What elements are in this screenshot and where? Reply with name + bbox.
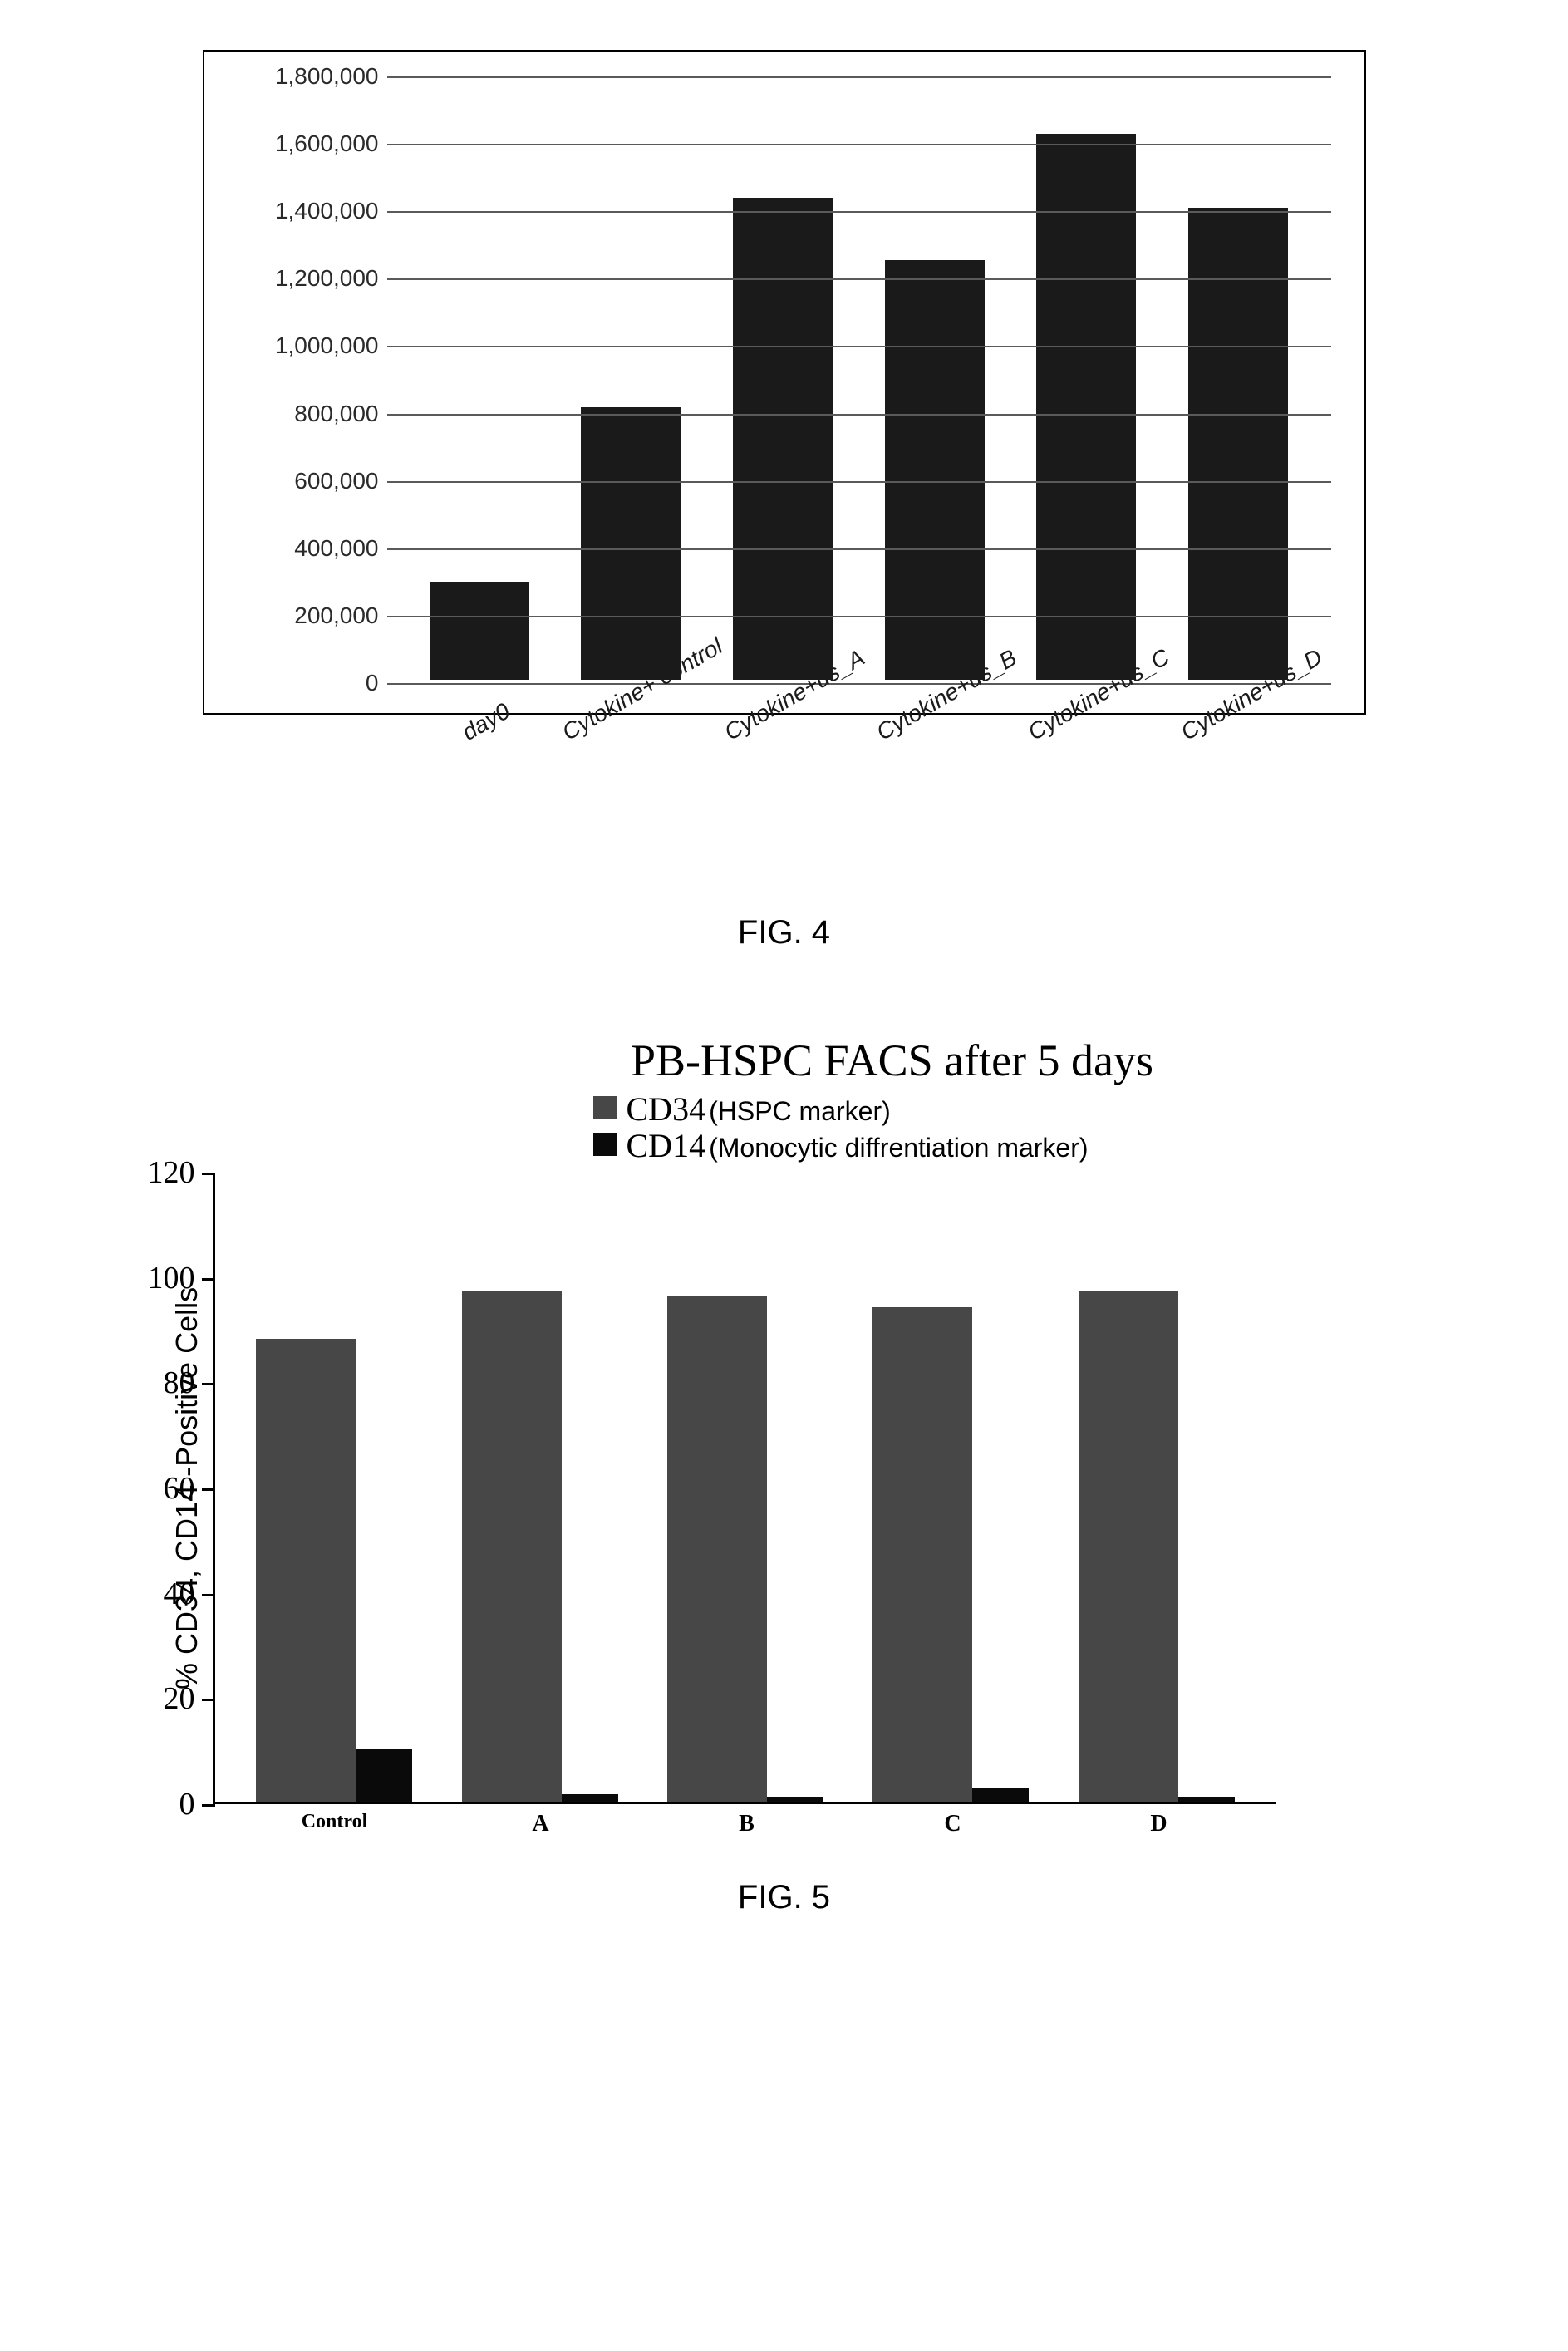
fig5-x-axis: Control A B C D (215, 1804, 1279, 1854)
fig4-bar (581, 407, 681, 681)
fig5-ytick-mark (202, 1278, 215, 1281)
fig4-xlabel: Cytokine+us_C (1037, 723, 1137, 881)
fig5-plot-area: 020406080100120 (213, 1173, 1276, 1804)
fig4-ytick-label: 1,600,000 (213, 130, 379, 157)
fig5-x-labels: Control A B C D (215, 1811, 1279, 1837)
fig5-axis-column: 020406080100120 Control A B C D (213, 1173, 1279, 1854)
page: 0 200,000 400,000 600,000 800,000 1,000,000 1,… (0, 0, 1568, 2049)
fig5-legend-name: CD34 (627, 1090, 706, 1128)
fig5-legend-sub: (Monocytic diffrentiation marker) (709, 1133, 1088, 1163)
fig5-swatch-cd14 (593, 1133, 617, 1156)
fig5-group (1079, 1291, 1235, 1802)
fig4-gridline (387, 414, 1331, 416)
fig5-ytick-label: 80 (164, 1365, 195, 1401)
fig4-gridline (387, 616, 1331, 617)
fig4-bar (430, 582, 529, 680)
fig4-ytick-label: 600,000 (213, 468, 379, 494)
fig5-legend-item-cd34: CD34 (HSPC marker) (593, 1091, 891, 1128)
fig5-xlabel: Control (257, 1811, 413, 1837)
fig4-ytick-label: 400,000 (213, 535, 379, 562)
fig4-ytick-label: 200,000 (213, 603, 379, 629)
fig5-ytick-label: 100 (148, 1260, 195, 1296)
fig4-ytick-label: 800,000 (213, 401, 379, 427)
fig4-xlabel: Cytokine+us_A (733, 723, 833, 881)
fig4-gridline (387, 278, 1331, 280)
fig5-legend-sub: (HSPC marker) (709, 1096, 891, 1126)
fig4-ytick-label: 0 (213, 670, 379, 696)
fig5-legend-text: CD14 (Monocytic diffrentiation marker) (627, 1128, 1089, 1164)
fig5-ytick-mark (202, 1594, 215, 1596)
fig5-ytick-label: 120 (148, 1154, 195, 1191)
fig5-body: % CD34, CD14 -Positive Cells 02040608010… (161, 1173, 1408, 1854)
fig5-bar (767, 1797, 823, 1802)
fig5-bar (667, 1296, 767, 1802)
fig4-gridline (387, 144, 1331, 145)
fig5-swatch-cd34 (593, 1096, 617, 1119)
fig4-plot-area (387, 76, 1331, 680)
fig5-legend: CD34 (HSPC marker) CD14 (Monocytic diffr… (593, 1091, 1408, 1164)
fig5-group (872, 1307, 1029, 1802)
fig4-gridline (387, 548, 1331, 550)
fig4-ytick-label: 1,400,000 (213, 198, 379, 224)
fig4-x-axis: day0 Cytokine+ control Cytokine+us_A Cytoki… (203, 715, 1366, 881)
fig4-caption: FIG. 4 (100, 914, 1468, 952)
fig5-group (462, 1291, 618, 1802)
fig5-bar (562, 1794, 618, 1803)
fig5-group (667, 1296, 823, 1802)
fig4-ytick-label: 1,200,000 (213, 265, 379, 292)
fig4-ytick-label: 1,800,000 (213, 63, 379, 90)
fig4-gridline (387, 76, 1331, 78)
fig5-title: PB-HSPC FACS after 5 days (377, 1035, 1408, 1086)
fig5-ytick-mark (202, 1383, 215, 1385)
fig4-bars (387, 76, 1331, 680)
fig5-caption: FIG. 5 (100, 1879, 1468, 1916)
fig5-ytick-mark (202, 1699, 215, 1701)
fig4-bar (733, 198, 833, 680)
fig5-bar (872, 1307, 972, 1802)
fig4-bar (1036, 134, 1136, 680)
fig4-x-labels: day0 Cytokine+ control Cytokine+us_A Cytoki… (386, 723, 1333, 881)
fig5-ytick-label: 0 (179, 1786, 195, 1822)
fig5-xlabel: C (875, 1811, 1031, 1837)
fig5-ytick-mark (202, 1173, 215, 1175)
fig5-group (256, 1339, 412, 1802)
fig5-bar (462, 1291, 562, 1802)
fig5-ytick-mark (202, 1804, 215, 1807)
fig5-ytick-label: 40 (164, 1576, 195, 1612)
figure-5: PB-HSPC FACS after 5 days CD34 (HSPC mar… (161, 1035, 1408, 1854)
fig5-groups (215, 1173, 1276, 1802)
fig4-chart: 0 200,000 400,000 600,000 800,000 1,000,000 1,… (203, 50, 1366, 715)
fig5-legend-text: CD34 (HSPC marker) (627, 1091, 891, 1128)
fig5-bar (972, 1788, 1029, 1802)
fig4-gridline (387, 683, 1331, 685)
fig5-bar (256, 1339, 356, 1802)
fig4-xlabel: Cytokine+us_B (885, 723, 985, 881)
fig4-xlabel: Cytokine+ control (580, 723, 680, 881)
fig5-ytick-label: 20 (164, 1680, 195, 1717)
fig4-gridline (387, 211, 1331, 213)
fig5-bar (1079, 1291, 1178, 1802)
fig5-legend-item-cd14: CD14 (Monocytic diffrentiation marker) (593, 1128, 1089, 1164)
fig5-bar (1178, 1797, 1235, 1802)
fig4-xlabel: day0 (428, 723, 528, 881)
fig5-xlabel: D (1081, 1811, 1237, 1837)
fig5-ytick-label: 60 (164, 1470, 195, 1507)
fig5-ytick-mark (202, 1488, 215, 1491)
fig5-xlabel: B (669, 1811, 825, 1837)
fig4-xlabel: Cytokine+us_D (1190, 723, 1290, 881)
fig4-gridline (387, 481, 1331, 483)
figure-4: 0 200,000 400,000 600,000 800,000 1,000,000 1,… (203, 50, 1366, 881)
fig5-legend-name: CD14 (627, 1127, 706, 1164)
fig4-gridline (387, 346, 1331, 347)
fig5-bar (356, 1749, 412, 1802)
fig4-ytick-label: 1,000,000 (213, 332, 379, 359)
fig5-xlabel: A (463, 1811, 619, 1837)
